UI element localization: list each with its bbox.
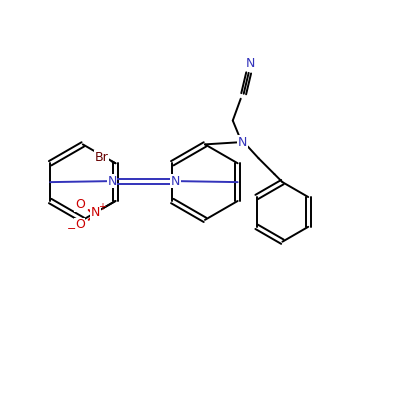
Text: N: N [238,136,247,149]
Text: +: + [98,202,106,212]
Text: N: N [171,175,180,188]
Text: N: N [107,175,117,188]
Text: N: N [246,58,255,70]
Text: −: − [67,224,76,234]
Text: N: N [91,206,100,220]
Text: O: O [75,198,85,212]
Text: Br: Br [95,151,108,164]
Text: O: O [75,218,85,231]
